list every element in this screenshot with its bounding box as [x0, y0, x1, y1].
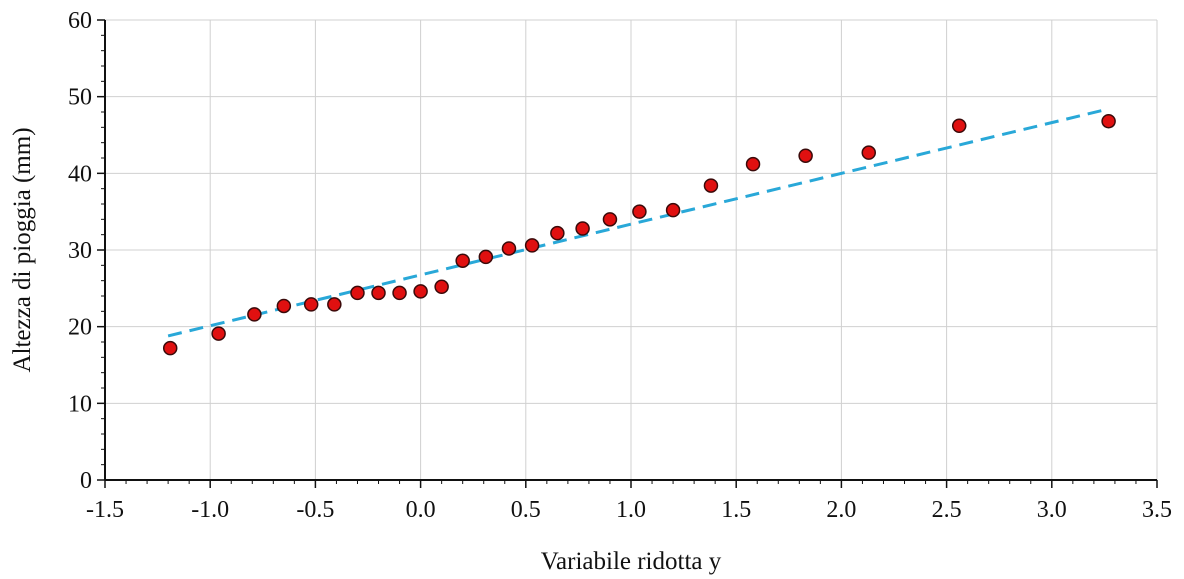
data-point [434, 279, 449, 295]
data-point [524, 238, 540, 253]
x-tick-label: -0.5 [296, 497, 334, 523]
x-tick-label: 2.0 [826, 497, 856, 523]
data-point [745, 156, 761, 172]
fit-line [167, 107, 1109, 338]
x-tick-label: 3.0 [1037, 497, 1067, 523]
data-point [350, 285, 365, 301]
grid [105, 19, 1158, 480]
y-tick-label: 0 [80, 468, 92, 494]
data-point [550, 225, 565, 241]
y-tick-label: 40 [68, 161, 92, 187]
x-tick-label: 2.5 [932, 497, 962, 523]
data-point [665, 202, 681, 218]
y-tick-label: 50 [68, 85, 92, 111]
y-tick-label: 30 [68, 238, 92, 264]
data-point [501, 241, 517, 256]
data-point [276, 298, 292, 314]
x-tick-label: 0.5 [511, 497, 541, 523]
data-point [247, 307, 262, 322]
data-point [703, 178, 719, 193]
x-tick-label: 0.0 [406, 497, 436, 523]
axes [97, 19, 1158, 488]
data-point [602, 212, 618, 227]
data-point [575, 221, 590, 236]
data-point [798, 148, 813, 163]
data-point [861, 145, 877, 160]
tick-labels: -1.5 -1.0 -0.5 0.0 0.5 1.0 1.5 2.0 2.5 3.0 3.5 0 10 2… [68, 8, 1172, 523]
x-tick-label: -1.5 [86, 497, 124, 523]
data-point [211, 326, 226, 341]
data-point [413, 284, 428, 299]
data-point [303, 297, 319, 312]
x-tick-label: -1.0 [191, 497, 229, 523]
data-point [327, 297, 342, 312]
y-tick-label: 10 [68, 391, 92, 417]
y-tick-label: 20 [68, 315, 92, 341]
data-point [478, 249, 494, 265]
data-point [455, 253, 470, 268]
data-point [371, 285, 386, 301]
data-point [162, 340, 178, 356]
x-tick-label: 1.5 [721, 497, 751, 523]
x-tick-label: 3.5 [1142, 497, 1172, 523]
y-axis-title: Altezza di pioggia (mm) [9, 127, 36, 372]
x-axis-title: Variabile ridotta y [541, 548, 722, 575]
data-point [392, 285, 407, 301]
data-point [1101, 113, 1116, 129]
data-points [162, 113, 1116, 356]
fit-line-layer [167, 107, 1109, 338]
data-point [632, 204, 647, 219]
y-tick-label: 60 [68, 8, 92, 34]
x-tick-label: 1.0 [616, 497, 646, 523]
data-point [951, 118, 967, 134]
